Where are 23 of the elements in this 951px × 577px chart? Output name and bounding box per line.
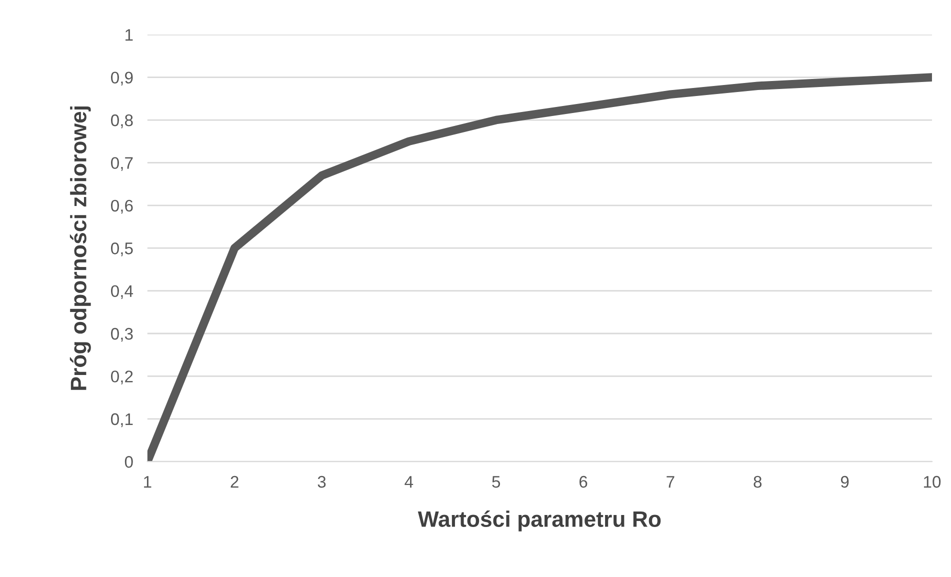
x-tick-label: 10 — [924, 476, 941, 488]
x-tick-label: 2 — [230, 476, 238, 488]
x-tick-label: 3 — [318, 476, 326, 488]
y-tick-label: 0,1 — [111, 413, 133, 428]
x-tick-label: 1 — [144, 476, 152, 488]
x-tick-label: 4 — [404, 476, 414, 488]
x-axis-title: Wartości parametru Ro — [418, 510, 661, 532]
y-tick-label: 0,8 — [111, 114, 133, 128]
y-tick-label: 0,2 — [111, 370, 133, 384]
y-tick-label: 0,9 — [111, 72, 133, 86]
y-tick-label: 0,3 — [111, 328, 133, 342]
x-tick-label: 5 — [492, 476, 500, 488]
y-axis-title: Próg odporności zbiorowej — [70, 106, 91, 390]
y-tick-label: 0,4 — [111, 285, 134, 299]
y-tick-label: 0,7 — [111, 157, 133, 171]
x-tick-label: 7 — [666, 476, 674, 488]
y-tick-label: 0 — [124, 456, 133, 468]
x-tick-label: 9 — [840, 476, 849, 488]
y-tick-label: 0,6 — [111, 200, 133, 214]
y-tick-label: 0,5 — [111, 242, 133, 256]
x-tick-label: 8 — [754, 476, 762, 488]
y-tick-label: 1 — [126, 29, 133, 41]
x-tick-label: 6 — [579, 476, 588, 488]
